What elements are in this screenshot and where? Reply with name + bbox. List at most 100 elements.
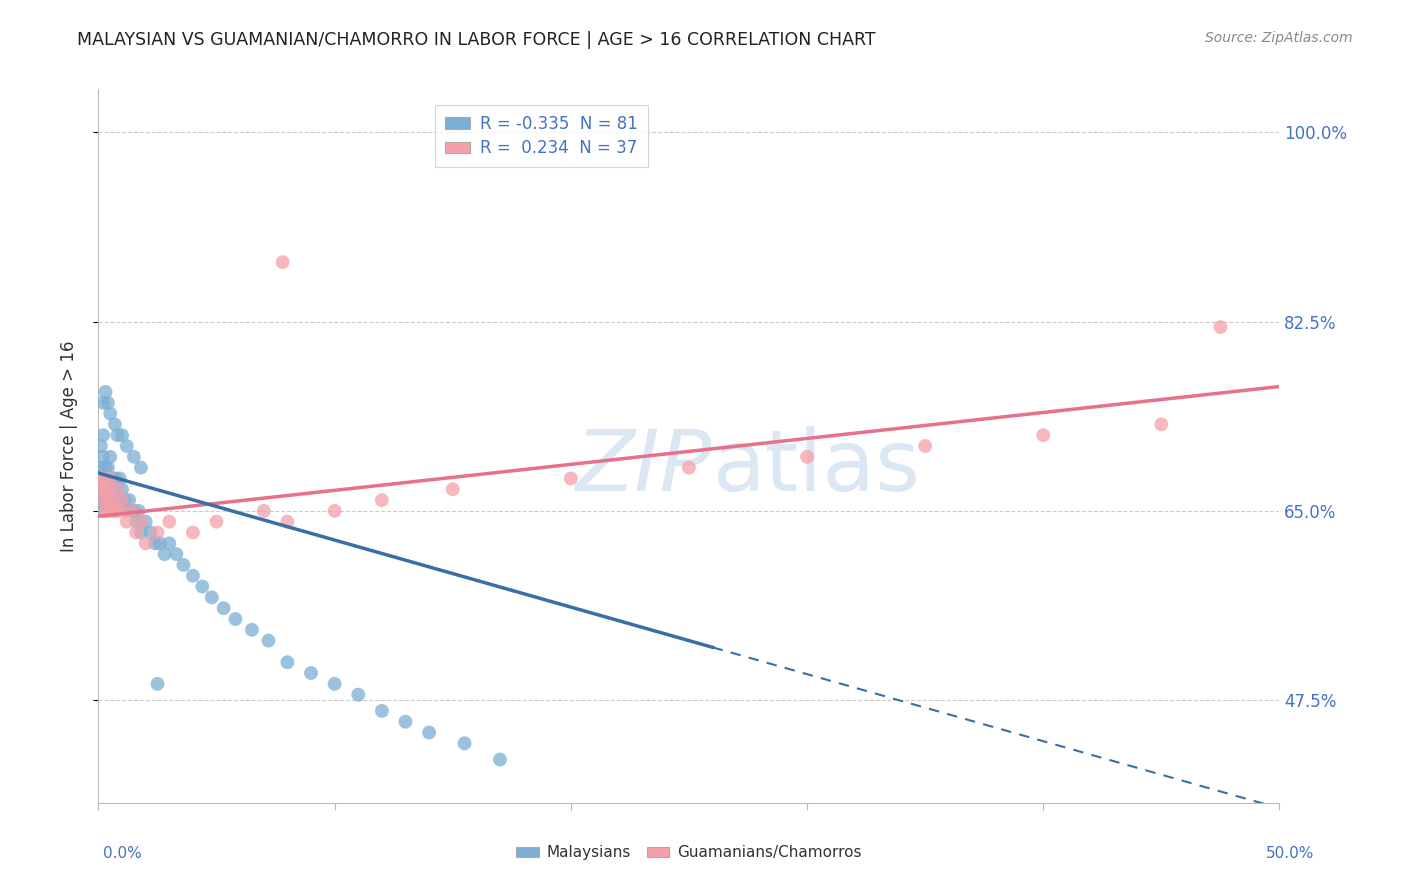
Point <box>118 493 141 508</box>
Point <box>125 515 148 529</box>
Point <box>104 504 127 518</box>
Point <box>90 460 112 475</box>
Point <box>122 450 145 464</box>
Point <box>97 482 120 496</box>
Point <box>94 471 117 485</box>
Point <box>98 482 121 496</box>
Point <box>91 493 114 508</box>
Point <box>172 558 194 572</box>
Point <box>165 547 187 561</box>
Point <box>153 547 176 561</box>
Point <box>105 493 128 508</box>
Point <box>135 515 157 529</box>
Point <box>94 384 117 399</box>
Point <box>139 525 162 540</box>
Point <box>91 396 114 410</box>
Point <box>105 482 128 496</box>
Point <box>128 504 150 518</box>
Point <box>796 450 818 464</box>
Point <box>101 493 124 508</box>
Point <box>104 504 127 518</box>
Text: MALAYSIAN VS GUAMANIAN/CHAMORRO IN LABOR FORCE | AGE > 16 CORRELATION CHART: MALAYSIAN VS GUAMANIAN/CHAMORRO IN LABOR… <box>77 31 876 49</box>
Point <box>90 493 112 508</box>
Point <box>112 493 135 508</box>
Point <box>98 407 121 421</box>
Point <box>98 504 121 518</box>
Point <box>98 493 121 508</box>
Y-axis label: In Labor Force | Age > 16: In Labor Force | Age > 16 <box>59 340 77 552</box>
Point <box>394 714 416 729</box>
Point <box>1032 428 1054 442</box>
Point <box>97 460 120 475</box>
Point <box>98 471 121 485</box>
Point <box>143 536 166 550</box>
Point <box>271 255 294 269</box>
Point <box>94 504 117 518</box>
Point <box>98 471 121 485</box>
Point <box>90 471 112 485</box>
Text: ZIP: ZIP <box>576 425 713 509</box>
Point <box>129 515 152 529</box>
Point <box>94 460 117 475</box>
Point <box>121 504 143 518</box>
Point <box>347 688 370 702</box>
Point <box>115 515 138 529</box>
Point <box>678 460 700 475</box>
Point <box>90 482 112 496</box>
Point <box>91 428 114 442</box>
Point <box>489 753 512 767</box>
Point <box>453 736 475 750</box>
Point <box>157 515 180 529</box>
Text: Source: ZipAtlas.com: Source: ZipAtlas.com <box>1205 31 1353 45</box>
Point <box>91 471 114 485</box>
Point <box>94 482 117 496</box>
Text: 0.0%: 0.0% <box>103 846 142 861</box>
Point <box>121 504 143 518</box>
Point <box>129 525 152 540</box>
Point <box>97 396 120 410</box>
Point <box>1209 320 1232 334</box>
Point <box>101 493 124 508</box>
Point <box>240 623 263 637</box>
Point <box>97 493 120 508</box>
Point <box>104 482 127 496</box>
Point <box>98 450 121 464</box>
Point <box>276 515 298 529</box>
Point <box>91 471 114 485</box>
Point <box>90 439 112 453</box>
Point <box>91 504 114 518</box>
Point <box>371 704 394 718</box>
Point <box>212 601 235 615</box>
Point <box>253 504 276 518</box>
Point <box>129 460 152 475</box>
Point <box>111 482 134 496</box>
Point <box>108 493 131 508</box>
Point <box>115 439 138 453</box>
Point <box>125 525 148 540</box>
Point <box>122 504 145 518</box>
Text: atlas: atlas <box>713 425 921 509</box>
Point <box>146 677 169 691</box>
Point <box>201 591 224 605</box>
Point <box>276 655 298 669</box>
Point <box>181 568 204 582</box>
Point <box>108 471 131 485</box>
Point <box>91 471 114 485</box>
Point <box>101 482 124 496</box>
Point <box>257 633 280 648</box>
Point <box>94 471 117 485</box>
Point <box>914 439 936 453</box>
Point <box>441 482 464 496</box>
Point <box>111 428 134 442</box>
Point <box>97 482 120 496</box>
Point <box>205 515 228 529</box>
Point <box>149 536 172 550</box>
Point <box>91 482 114 496</box>
Point <box>111 493 134 508</box>
Point <box>108 504 131 518</box>
Point <box>101 471 124 485</box>
Text: 50.0%: 50.0% <box>1267 846 1315 861</box>
Point <box>115 504 138 518</box>
Point <box>104 471 127 485</box>
Point <box>105 482 128 496</box>
